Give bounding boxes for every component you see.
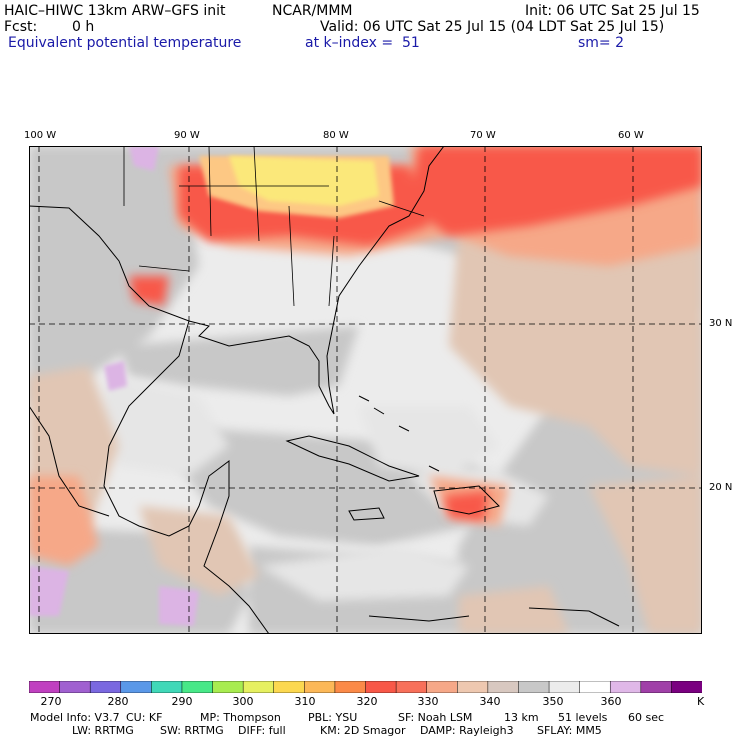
model-info-item: SFLAY: MM5: [537, 724, 602, 737]
smoothing-label: sm= 2: [578, 35, 625, 51]
theta-e-map: [29, 146, 702, 634]
level-index: at k–index = 51: [305, 35, 420, 51]
model-info-item: PBL: YSU: [308, 711, 358, 724]
colorbar-swatch: [304, 681, 336, 693]
model-info-item: SW: RRTMG: [160, 724, 224, 737]
colorbar-swatch: [518, 681, 550, 693]
forecast-label: Fcst:: [4, 19, 38, 35]
colorbar-swatch: [671, 681, 702, 693]
colorbar-swatch: [609, 681, 642, 693]
colorbar-swatch: [334, 681, 367, 693]
colorbar-swatch: [89, 681, 122, 693]
colorbar-swatch: [181, 681, 214, 693]
lat-label-30n: 30 N: [709, 318, 733, 329]
lon-label-60w: 60 W: [618, 130, 644, 141]
organization-label: NCAR/MMM: [272, 3, 353, 19]
model-info-item: KM: 2D Smagor: [320, 724, 406, 737]
colorbar-swatch: [548, 681, 581, 693]
colorbar: [29, 681, 702, 693]
lon-label-90w: 90 W: [174, 130, 200, 141]
valid-time: Valid: 06 UTC Sat 25 Jul 15 (04 LDT Sat …: [320, 19, 665, 35]
model-info-item: MP: Thompson: [200, 711, 281, 724]
model-info-item: Model Info: V3.7: [30, 711, 120, 724]
model-title: HAIC–HIWC 13km ARW–GFS init: [4, 3, 226, 19]
model-info-item: DIFF: full: [238, 724, 286, 737]
colorbar-tick-label: 280: [107, 695, 129, 708]
lat-lon-grid: [29, 146, 702, 634]
colorbar-swatch: [29, 681, 61, 693]
colorbar-tick-label: 270: [40, 695, 62, 708]
lon-label-100w: 100 W: [24, 130, 57, 141]
model-info-item: 13 km: [504, 711, 539, 724]
colorbar-swatch: [59, 681, 91, 693]
colorbar-swatch: [426, 681, 459, 693]
colorbar-tick-label: 290: [171, 695, 193, 708]
colorbar-swatch: [273, 681, 306, 693]
tan-theta-e-region: [29, 216, 702, 634]
model-info-item: 60 sec: [628, 711, 665, 724]
model-info-item: SF: Noah LSM: [398, 711, 473, 724]
init-time: Init: 06 UTC Sat 25 Jul 15: [525, 3, 700, 19]
lon-label-70w: 70 W: [470, 130, 496, 141]
model-info-item: DAMP: Rayleigh3: [420, 724, 514, 737]
lon-label-80w: 80 W: [323, 130, 349, 141]
colorbar-unit: K: [697, 695, 705, 708]
lat-label-20n: 20 N: [709, 482, 733, 493]
colorbar-swatch: [242, 681, 275, 693]
colorbar-tick-label: 320: [356, 695, 378, 708]
model-info-item: LW: RRTMG: [72, 724, 134, 737]
field-name: Equivalent potential temperature: [8, 35, 242, 51]
map-frame: [29, 146, 702, 634]
model-info-item: CU: KF: [126, 711, 163, 724]
colorbar-tick-label: 300: [232, 695, 254, 708]
colorbar-swatch: [120, 681, 153, 693]
coastlines: [29, 146, 620, 634]
colorbar-swatch: [579, 681, 611, 693]
colorbar-swatch: [487, 681, 520, 693]
colorbar-tick-label: 340: [479, 695, 501, 708]
colorbar-tick-label: 350: [542, 695, 564, 708]
light-theta-e-band: [99, 376, 549, 601]
colorbar-swatch: [212, 681, 244, 693]
colorbar-tick-label: 330: [417, 695, 439, 708]
colorbar-tick-label: 310: [294, 695, 316, 708]
colorbar-tick-label: 360: [600, 695, 622, 708]
forecast-hour: 0 h: [72, 19, 95, 35]
political-borders: [123, 146, 425, 307]
colorbar-swatch: [395, 681, 428, 693]
colorbar-swatch: [151, 681, 183, 693]
colorbar-swatch: [457, 681, 489, 693]
model-info-item: 51 levels: [558, 711, 608, 724]
yellow-theta-e-region: [229, 156, 379, 206]
colorbar-swatch: [365, 681, 397, 693]
colorbar-swatch: [640, 681, 673, 693]
